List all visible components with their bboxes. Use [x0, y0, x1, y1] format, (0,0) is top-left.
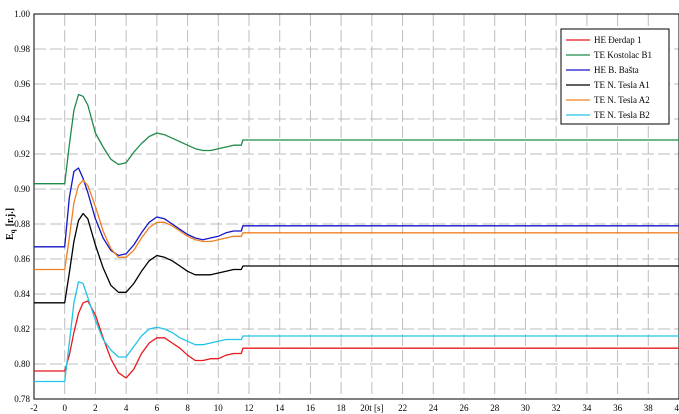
legend: HE Đerdap 1 TE Kostolac B1 HE B. Bašta TE N…: [560, 28, 670, 125]
y-axis-label-sub: q: [9, 229, 17, 233]
x-tick-label: 2: [93, 403, 98, 413]
plot-frame: [33, 13, 679, 400]
x-tick-label: 40: [675, 403, 679, 413]
legend-label: HE B. Bašta: [594, 65, 639, 75]
series-line: [34, 93, 679, 185]
y-axis-label: Eq [r.j.]: [5, 208, 17, 240]
y-tick-label: 0.88: [14, 219, 30, 229]
x-tick-label: 0: [62, 403, 67, 413]
x-tick-label: 26: [460, 403, 470, 413]
x-tick-label: 14: [275, 403, 285, 413]
x-tick-label: 4: [124, 403, 129, 413]
x-tick-label: 20t [s]: [360, 403, 383, 413]
x-tick-label: 18: [337, 403, 347, 413]
y-tick-label: 0.86: [14, 254, 30, 264]
x-tick-label: 32: [552, 403, 561, 413]
x-tick-label: 36: [613, 403, 623, 413]
x-tick-label: 16: [306, 403, 316, 413]
series-line: [34, 167, 679, 257]
legend-label: HE Đerdap 1: [594, 35, 641, 45]
grid-lines: [34, 14, 679, 399]
y-tick-label: 0.92: [14, 149, 30, 159]
x-tick-label: -2: [30, 403, 38, 413]
x-tick-label: 34: [582, 403, 592, 413]
x-tick-label: 8: [185, 403, 190, 413]
y-tick-label: 0.94: [14, 114, 30, 124]
series-line: [34, 300, 679, 379]
x-tick-label: 22: [398, 403, 407, 413]
legend-label: TE N. Tesla B2: [594, 110, 650, 120]
legend-label: TE N. Tesla A2: [594, 95, 650, 105]
x-tick-label: 10: [214, 403, 224, 413]
series-line: [34, 212, 679, 304]
legend-label: TE N. Tesla A1: [594, 80, 650, 90]
y-tick-labels: 0.78 0.80 0.82 0.84 0.86 0.88 0.90 0.92 0.94 0.96…: [14, 9, 30, 404]
x-tick-label: 30: [521, 403, 531, 413]
legend-items: HE Đerdap 1 TE Kostolac B1 HE B. Bašta TE N…: [566, 35, 652, 120]
x-tick-label: 6: [155, 403, 160, 413]
y-tick-label: 0.80: [14, 359, 30, 369]
series-line: [34, 179, 679, 271]
y-tick-label: 0.78: [14, 394, 30, 404]
y-tick-label: 1.00: [14, 9, 30, 19]
y-tick-label: 0.90: [14, 184, 30, 194]
x-tick-label: 12: [245, 403, 254, 413]
x-tick-labels: -2 0 2 4 6 8 10 12 14 16 18 20t [s] 22 24 26 28 30 32 34 36…: [30, 403, 679, 413]
y-axis-label-main: E: [5, 233, 16, 240]
x-tick-label: 38: [644, 403, 654, 413]
x-tick-label: 28: [490, 403, 500, 413]
y-tick-label: 0.82: [14, 324, 30, 334]
x-tick-label: 24: [429, 403, 439, 413]
series-lines: [34, 93, 679, 383]
legend-label: TE Kostolac B1: [594, 50, 652, 60]
series-line: [34, 281, 679, 383]
y-tick-label: 0.96: [14, 79, 30, 89]
y-tick-label: 0.98: [14, 44, 30, 54]
y-tick-label: 0.84: [14, 289, 30, 299]
legend-box: [560, 28, 670, 125]
y-axis-label-unit: [r.j.]: [5, 208, 16, 227]
